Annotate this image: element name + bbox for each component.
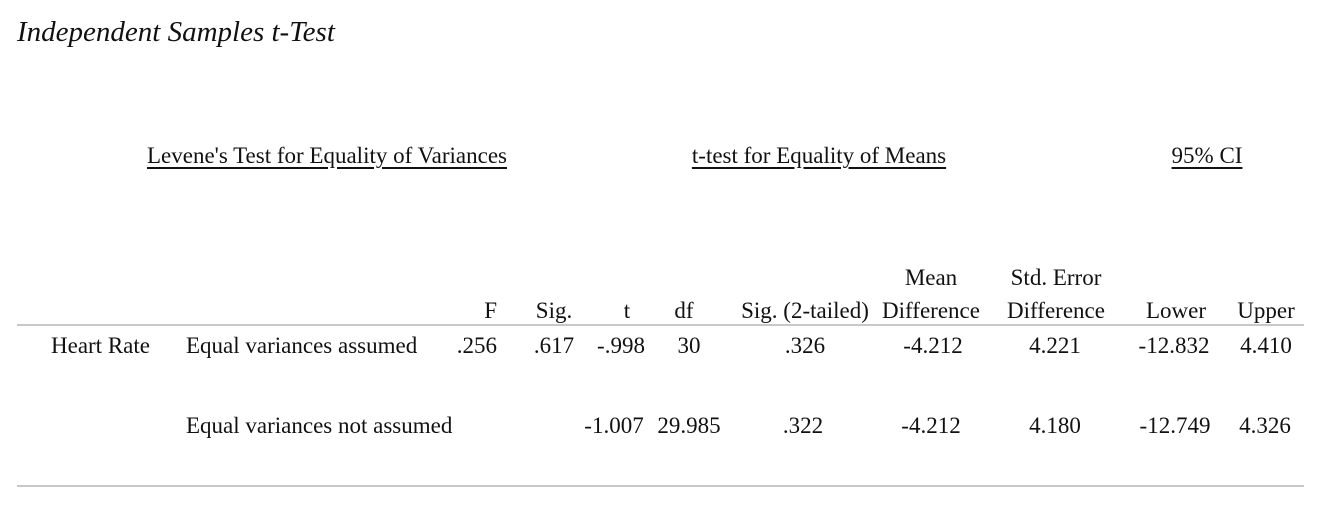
variable-label: Heart Rate bbox=[51, 333, 150, 358]
bottom-rule bbox=[17, 485, 1304, 487]
cell-t-row2: -1.007 bbox=[584, 413, 644, 438]
ttest-group-header: t-test for Equality of Means bbox=[691, 143, 947, 168]
header-rule bbox=[17, 324, 1304, 326]
col-header-std-error-difference-line1: Std. Error bbox=[1010, 265, 1102, 290]
cell-lower-row1: -12.832 bbox=[1138, 333, 1210, 358]
cell-f-row1: .256 bbox=[456, 333, 497, 358]
col-header-sig-2-tailed: Sig. (2-tailed) bbox=[741, 298, 869, 323]
cell-se-diff-row1: 4.221 bbox=[1029, 333, 1081, 358]
col-header-df: df bbox=[674, 298, 694, 323]
col-header-sig: Sig. bbox=[535, 298, 573, 323]
col-header-std-error-difference-line2: Difference bbox=[1007, 298, 1105, 323]
cell-upper-row2: 4.326 bbox=[1239, 413, 1291, 438]
cell-df-row1: 30 bbox=[677, 333, 701, 358]
cell-sig2-row1: .326 bbox=[784, 333, 826, 358]
cell-lower-row2: -12.749 bbox=[1139, 413, 1211, 438]
cell-upper-row1: 4.410 bbox=[1240, 333, 1292, 358]
col-header-lower: Lower bbox=[1145, 298, 1207, 323]
cell-sig-row1: .617 bbox=[533, 333, 575, 358]
table-title: Independent Samples t-Test bbox=[17, 16, 335, 48]
col-header-upper: Upper bbox=[1237, 298, 1295, 323]
cell-sig2-row2: .322 bbox=[782, 413, 824, 438]
col-header-f: F bbox=[484, 298, 497, 323]
cell-mean-diff-row1: -4.212 bbox=[903, 333, 963, 358]
cell-se-diff-row2: 4.180 bbox=[1029, 413, 1081, 438]
ci-group-header: 95% CI bbox=[1171, 143, 1243, 168]
row-label-equal-assumed: Equal variances assumed bbox=[186, 333, 418, 358]
cell-mean-diff-row2: -4.212 bbox=[901, 413, 961, 438]
levene-group-header: Levene's Test for Equality of Variances bbox=[147, 143, 507, 168]
col-header-mean-difference-line1: Mean bbox=[904, 265, 958, 290]
cell-df-row2: 29.985 bbox=[657, 413, 721, 438]
cell-t-row1: -.998 bbox=[597, 333, 645, 358]
row-label-equal-not-assumed: Equal variances not assumed bbox=[186, 413, 453, 438]
col-header-t: t bbox=[623, 298, 631, 323]
col-header-mean-difference-line2: Difference bbox=[882, 298, 980, 323]
